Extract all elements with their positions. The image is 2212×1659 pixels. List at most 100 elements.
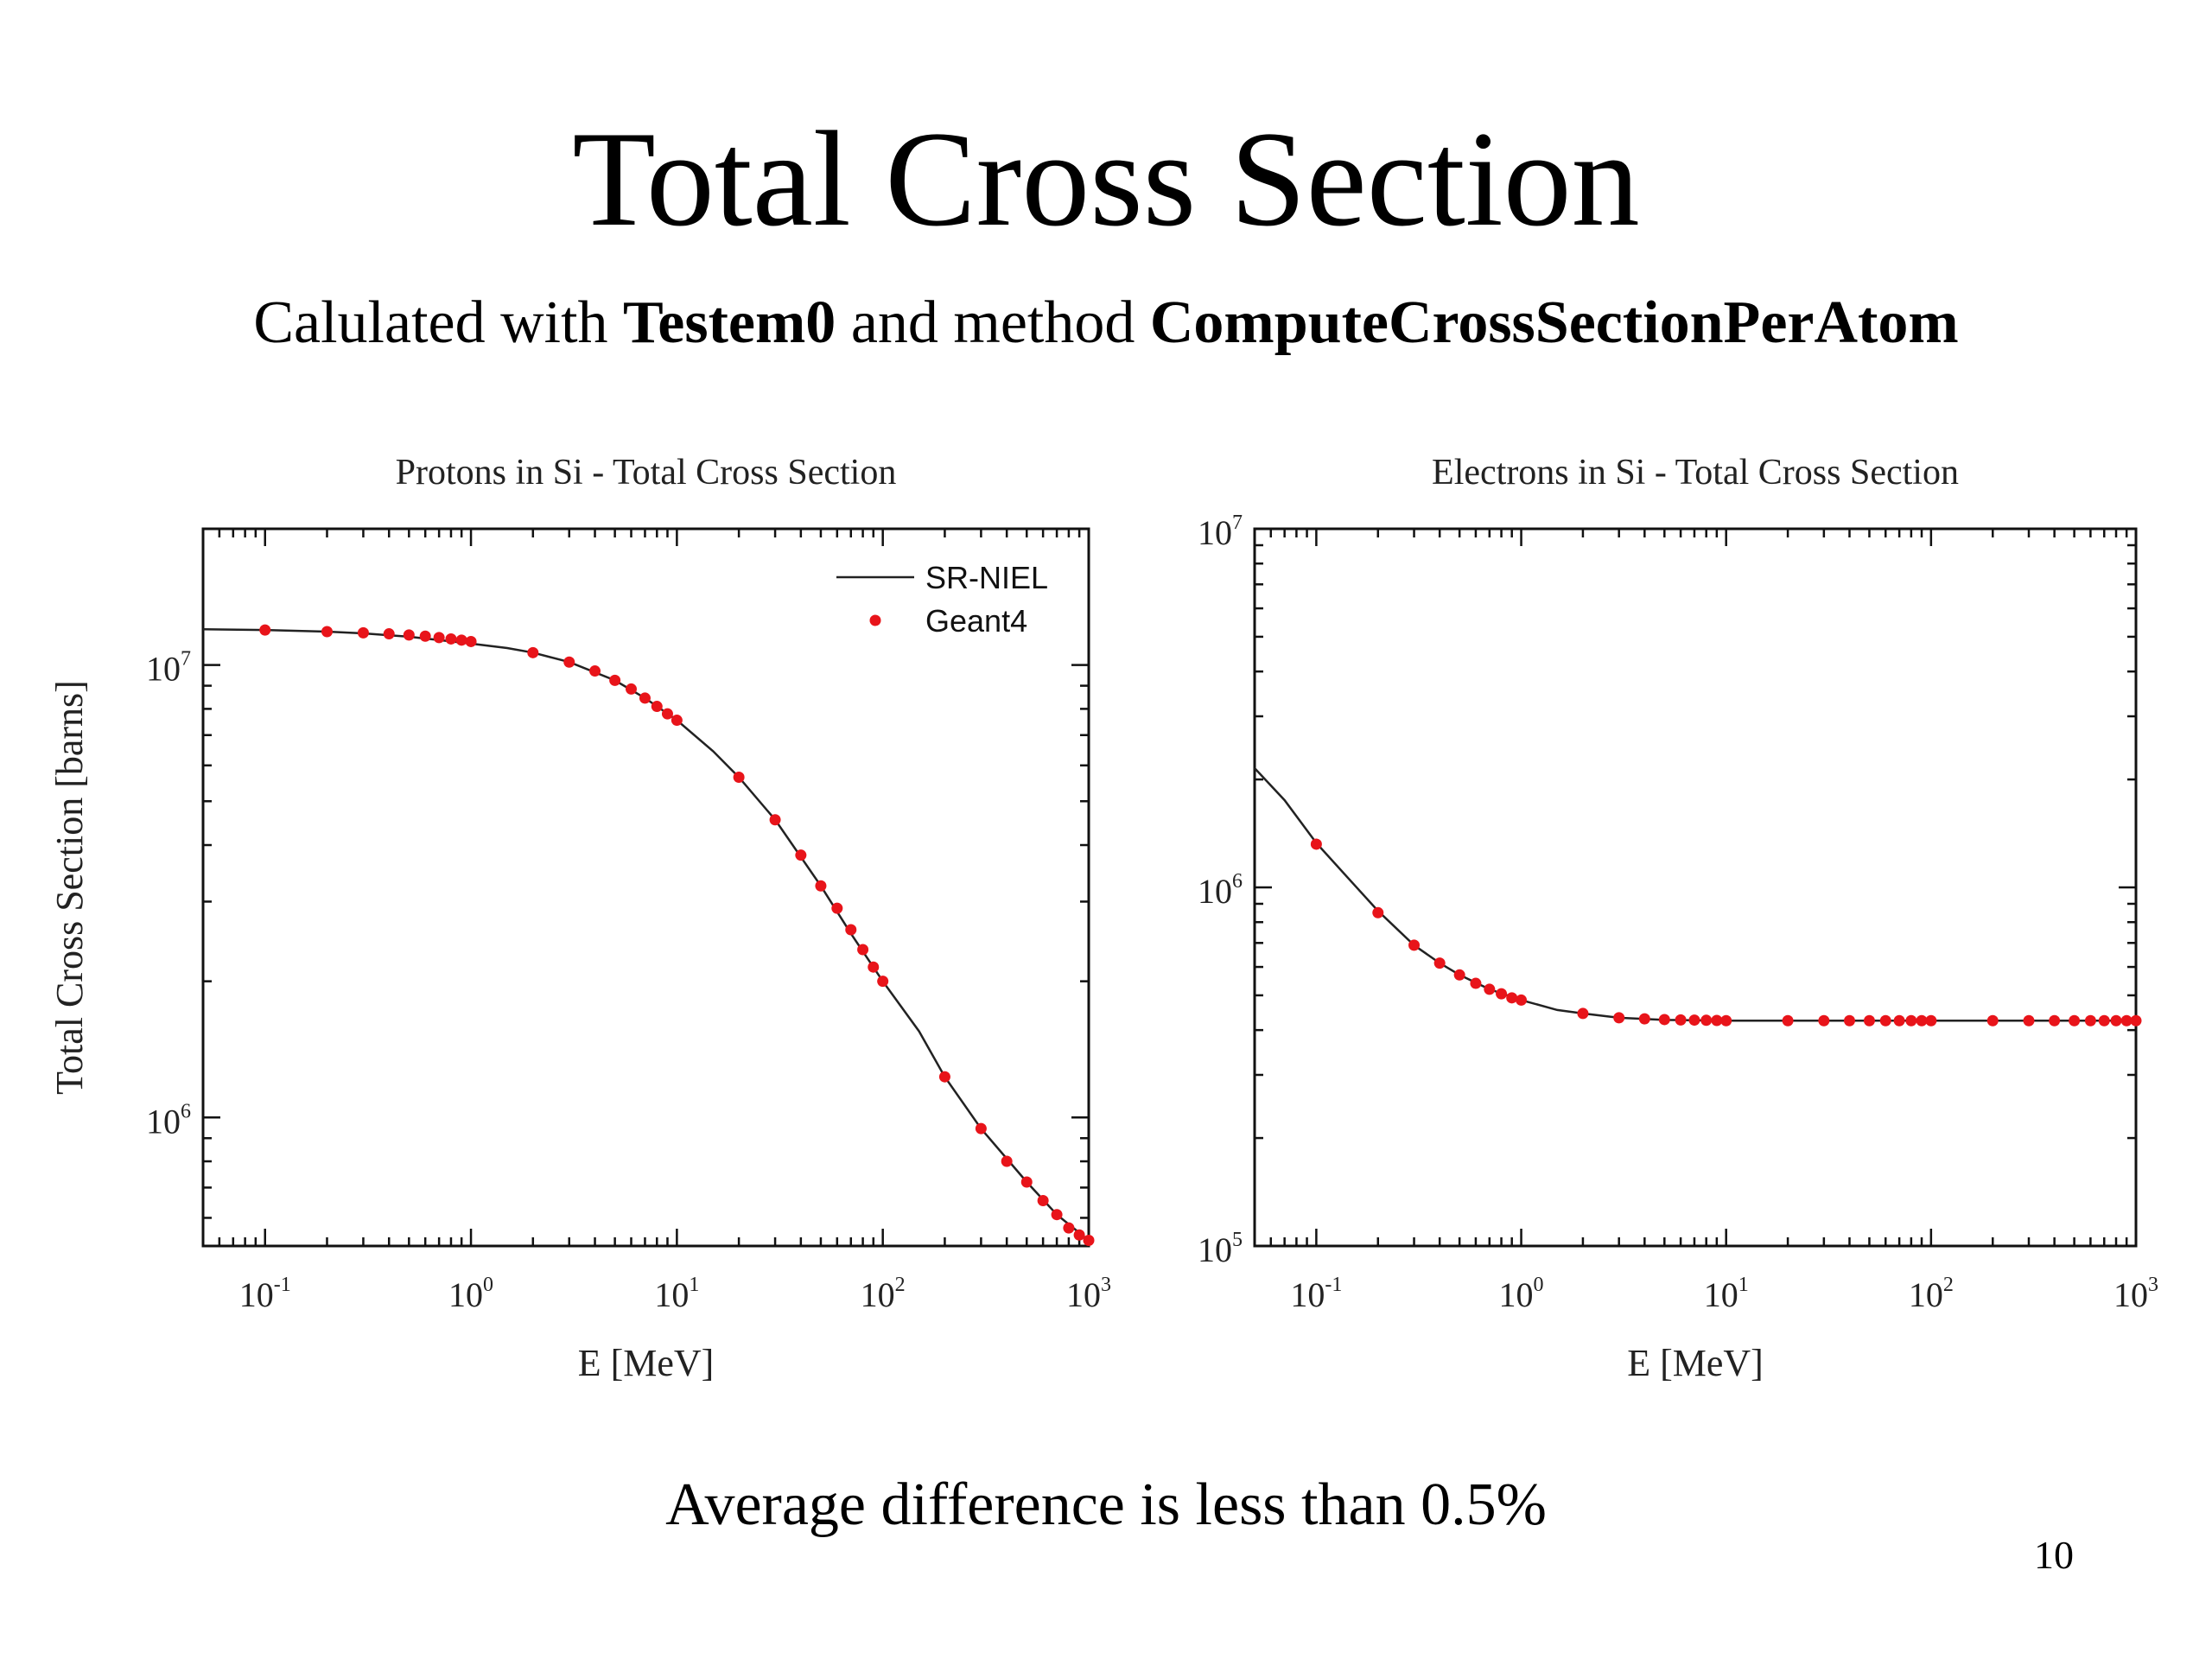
data-point-geant4: [2069, 1014, 2081, 1027]
legend-label: Geant4: [925, 603, 1027, 639]
data-point-geant4: [1506, 992, 1518, 1004]
chart-title: Protons in Si - Total Cross Section: [396, 453, 897, 493]
data-point-geant4: [1372, 906, 1384, 918]
data-point-geant4: [1863, 1014, 1875, 1027]
data-point-geant4: [857, 944, 869, 956]
data-point-geant4: [589, 665, 601, 677]
data-point-geant4: [1818, 1014, 1830, 1027]
data-point-geant4: [1675, 1014, 1687, 1026]
data-point-geant4: [259, 624, 271, 636]
data-point-geant4: [795, 849, 807, 861]
data-point-geant4: [433, 632, 445, 644]
data-point-geant4: [2098, 1014, 2110, 1027]
data-point-geant4: [1986, 1014, 1999, 1027]
data-point-geant4: [1496, 988, 1508, 1000]
y-tick-label: 107: [146, 648, 191, 689]
data-point-geant4: [1310, 838, 1322, 850]
data-point-geant4: [1073, 1229, 1085, 1241]
data-point-geant4: [877, 976, 889, 988]
subtitle-tool: Testem0: [623, 289, 836, 356]
data-point-geant4: [2130, 1014, 2142, 1027]
data-point-geant4: [1700, 1014, 1713, 1027]
x-tick-label: 100: [1499, 1274, 1544, 1314]
data-point-geant4: [1408, 939, 1421, 951]
data-point-geant4: [1051, 1209, 1063, 1221]
data-point-geant4: [1638, 1013, 1650, 1025]
data-point-geant4: [831, 902, 843, 914]
data-point-geant4: [975, 1122, 987, 1135]
data-point-geant4: [1905, 1014, 1917, 1027]
subtitle-method: ComputeCrossSectionPerAtom: [1149, 289, 1959, 356]
data-point-geant4: [868, 961, 880, 973]
y-tick-label: 106: [146, 1100, 191, 1141]
x-tick-label: 103: [1066, 1274, 1111, 1314]
x-tick-label: 102: [861, 1274, 906, 1314]
data-point-geant4: [321, 626, 333, 638]
data-point-geant4: [1658, 1014, 1670, 1026]
legend-label: SR-NIEL: [925, 560, 1048, 595]
series-line-sr-niel: [202, 627, 1090, 1242]
data-point-geant4: [1083, 1235, 1095, 1247]
subtitle-middle: and method: [836, 289, 1150, 356]
data-point-geant4: [733, 771, 745, 783]
slide-title: Total Cross Section: [572, 104, 1640, 255]
data-point-geant4: [661, 708, 673, 720]
x-tick-label: 101: [1704, 1274, 1749, 1314]
data-point-geant4: [845, 924, 857, 936]
data-point-geant4: [1516, 994, 1528, 1006]
x-tick-label: 103: [2113, 1274, 2158, 1314]
chart-protons: Protons in Si - Total Cross Section 10-1 1…: [48, 453, 1111, 1384]
x-tick-label: 10-1: [1290, 1274, 1342, 1314]
data-point-geant4: [651, 701, 663, 713]
data-point-geant4: [1433, 957, 1446, 969]
data-point-geant4: [563, 656, 575, 668]
footer-note: Average difference is less than 0.5%: [665, 1471, 1547, 1538]
data-point-geant4: [1782, 1014, 1794, 1027]
data-point-geant4: [1453, 969, 1465, 981]
data-point-geant4: [1925, 1014, 1937, 1027]
data-point-geant4: [403, 629, 415, 641]
data-point-geant4: [2084, 1014, 2096, 1027]
data-point-geant4: [639, 692, 651, 704]
slide-subtitle: Calulated with Testem0 and method Comput…: [0, 287, 2212, 359]
data-point-geant4: [1688, 1014, 1700, 1027]
data-point-geant4: [2110, 1014, 2122, 1027]
data-point-geant4: [1843, 1014, 1855, 1027]
data-point-geant4: [419, 630, 431, 642]
data-point-geant4: [465, 635, 477, 647]
data-point-geant4: [445, 632, 457, 645]
data-point-geant4: [2049, 1014, 2061, 1027]
data-point-geant4: [1613, 1012, 1625, 1024]
data-point-geant4: [671, 715, 683, 727]
data-point-geant4: [357, 626, 369, 639]
data-point-geant4: [2023, 1014, 2035, 1027]
chart-title: Electrons in Si - Total Cross Section: [1432, 453, 1959, 493]
y-tick-label: 105: [1198, 1229, 1243, 1269]
x-tick-label: 10-1: [239, 1274, 291, 1314]
data-point-geant4: [626, 683, 638, 695]
data-point-geant4: [1711, 1014, 1723, 1027]
data-point-geant4: [1001, 1155, 1013, 1167]
data-point-geant4: [1916, 1014, 1928, 1027]
data-point-geant4: [815, 880, 827, 892]
series-line-sr-niel: [1254, 767, 2136, 1022]
data-point-geant4: [1470, 977, 1482, 989]
data-point-geant4: [1020, 1176, 1033, 1188]
subtitle-prefix: Calulated with: [253, 289, 624, 356]
x-axis-label: E [MeV]: [578, 1342, 715, 1384]
plot-frame: [1253, 527, 2138, 1248]
data-point-geant4: [938, 1071, 950, 1083]
legend-dot-swatch: [869, 614, 881, 626]
data-point-geant4: [1037, 1195, 1049, 1207]
page-number: 10: [2034, 1533, 2074, 1577]
x-tick-label: 102: [1909, 1274, 1954, 1314]
data-point-geant4: [1484, 983, 1496, 995]
chart-electrons: Electrons in Si - Total Cross Section 10-…: [1198, 453, 2158, 1384]
data-point-geant4: [1720, 1014, 1732, 1027]
data-point-geant4: [1577, 1007, 1589, 1020]
y-tick-label: 106: [1198, 870, 1243, 911]
y-axis-label: Total Cross Section [barns]: [48, 680, 91, 1095]
y-tick-label: 107: [1198, 512, 1243, 552]
data-point-geant4: [1879, 1014, 1891, 1027]
